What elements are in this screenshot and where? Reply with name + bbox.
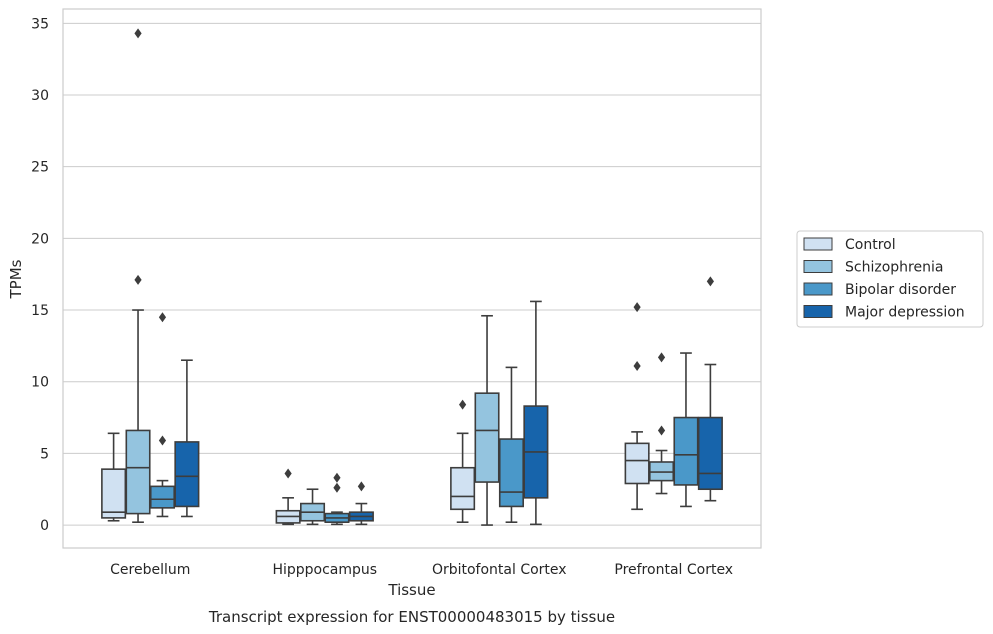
legend: Control Schizophrenia Bipolar disorder Majo…: [796, 230, 984, 328]
outlier-point: [284, 468, 292, 479]
series-bipolar-disorder: [149, 312, 699, 526]
box-iqr: [125, 429, 151, 515]
x-tick-label: Orbitofontal Cortex: [432, 562, 567, 578]
box-iqr: [474, 392, 500, 483]
outlier-point: [459, 399, 467, 410]
outlier-point: [657, 425, 666, 436]
box: [697, 276, 723, 502]
box: [125, 28, 151, 523]
legend-swatch: [803, 305, 833, 318]
series-major-depression: [174, 276, 723, 526]
x-axis-label: Tissue: [387, 581, 435, 599]
box: [498, 366, 524, 523]
outlier-point: [158, 435, 167, 446]
box-iqr: [624, 442, 650, 485]
outlier-point: [333, 472, 341, 483]
box-iqr: [673, 416, 699, 486]
box: [149, 312, 175, 518]
box: [101, 432, 127, 522]
y-tick-label: 10: [31, 375, 49, 391]
legend-label: Control: [845, 237, 896, 253]
x-tick-label: Hipppocampus: [272, 562, 377, 578]
y-axis-ticks: 0 5 10 15 20 25 30 35: [31, 16, 49, 534]
legend-swatch: [803, 260, 833, 273]
legend-frame: [796, 230, 984, 328]
y-axis-label: TPMs: [7, 259, 25, 299]
y-tick-label: 30: [31, 88, 49, 104]
box: [324, 472, 350, 526]
outlier-point: [158, 312, 167, 323]
plot-area: [62, 8, 762, 549]
series-schizophrenia: [125, 28, 675, 526]
outlier-point: [134, 28, 142, 39]
box-iqr: [498, 438, 524, 508]
box: [300, 488, 326, 526]
box: [624, 302, 650, 511]
x-axis-ticks: Cerebellum Hipppocampus Orbitofontal Corte…: [110, 562, 733, 578]
box: [649, 352, 675, 495]
box-iqr: [149, 485, 175, 509]
y-tick-label: 35: [31, 16, 49, 32]
series-control: [101, 302, 650, 526]
box: [275, 468, 301, 526]
outlier-point: [633, 302, 641, 313]
box-iqr: [101, 468, 127, 519]
box: [174, 359, 200, 518]
outlier-point: [333, 482, 341, 493]
x-tick-label: Cerebellum: [110, 562, 190, 578]
legend-label: Bipolar disorder: [845, 282, 956, 298]
outlier-point: [633, 360, 641, 371]
outlier-point: [657, 352, 666, 363]
y-tick-label: 20: [31, 231, 49, 247]
y-tick-label: 5: [40, 446, 49, 462]
legend-swatch: [803, 237, 833, 251]
legend-swatch: [803, 282, 833, 296]
box: [523, 300, 549, 526]
box-series: [101, 28, 723, 526]
box: [348, 481, 374, 526]
legend-label: Major depression: [845, 305, 965, 321]
box-iqr: [697, 416, 723, 491]
y-tick-label: 15: [31, 303, 49, 319]
outlier-point: [134, 274, 142, 285]
legend-label: Schizophrenia: [845, 260, 943, 276]
outlier-point: [357, 481, 365, 492]
y-tick-label: 25: [31, 160, 49, 176]
box-iqr: [450, 466, 476, 511]
box: [450, 399, 476, 523]
box-iqr: [174, 441, 200, 508]
chart-caption: Transcript expression for ENST0000048301…: [208, 608, 615, 626]
y-tick-label: 0: [40, 518, 49, 534]
box: [673, 352, 699, 508]
outlier-point: [706, 276, 714, 287]
x-tick-label: Prefrontal Cortex: [614, 562, 733, 578]
box: [474, 314, 500, 526]
